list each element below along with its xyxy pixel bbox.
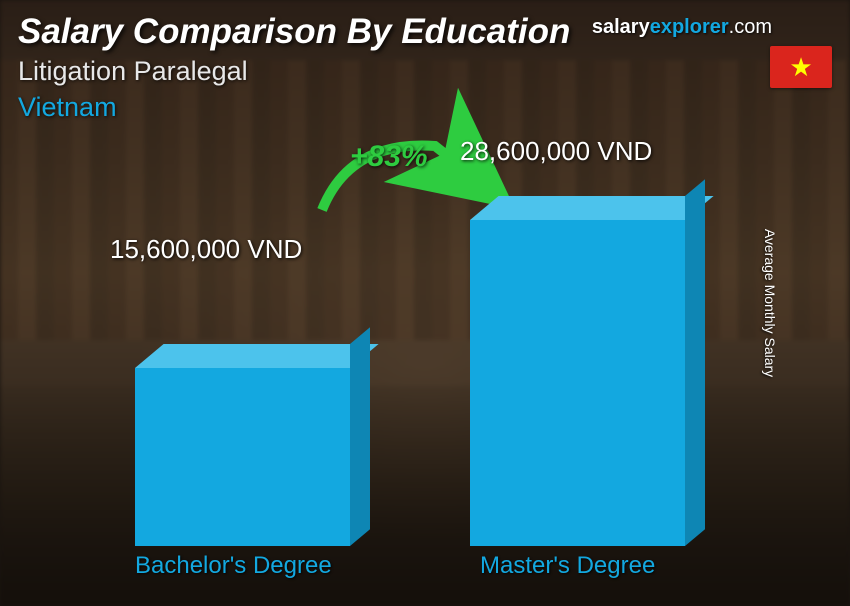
bar-bachelors (135, 368, 350, 546)
bar-top-face (470, 196, 714, 220)
bar-chart: +83% 15,600,000 VND Bachelor's Degree 28… (60, 140, 770, 576)
bar-front-face (135, 368, 350, 546)
bar-side-face (350, 327, 370, 546)
bar-value-bachelors: 15,600,000 VND (110, 234, 302, 265)
chart-subtitle: Litigation Paralegal (18, 56, 248, 87)
bar-front-face (470, 220, 685, 546)
bar-category-masters: Master's Degree (480, 552, 655, 580)
bar-top-face (135, 344, 379, 368)
brand-logo: salaryexplorer.com (592, 16, 772, 39)
brand-prefix: salary (592, 16, 650, 38)
bar-category-bachelors: Bachelor's Degree (135, 552, 332, 580)
chart-country: Vietnam (18, 92, 117, 123)
bar-masters (470, 220, 685, 546)
brand-suffix: .com (729, 16, 772, 38)
percent-increase-badge: +83% (350, 140, 428, 174)
flag-vietnam: ★ (770, 46, 832, 88)
star-icon: ★ (789, 54, 812, 80)
chart-title: Salary Comparison By Education (18, 12, 570, 52)
bar-side-face (685, 179, 705, 546)
infographic-container: Salary Comparison By Education Litigatio… (0, 0, 850, 606)
brand-accent: explorer (650, 16, 729, 38)
bar-value-masters: 28,600,000 VND (460, 136, 652, 167)
